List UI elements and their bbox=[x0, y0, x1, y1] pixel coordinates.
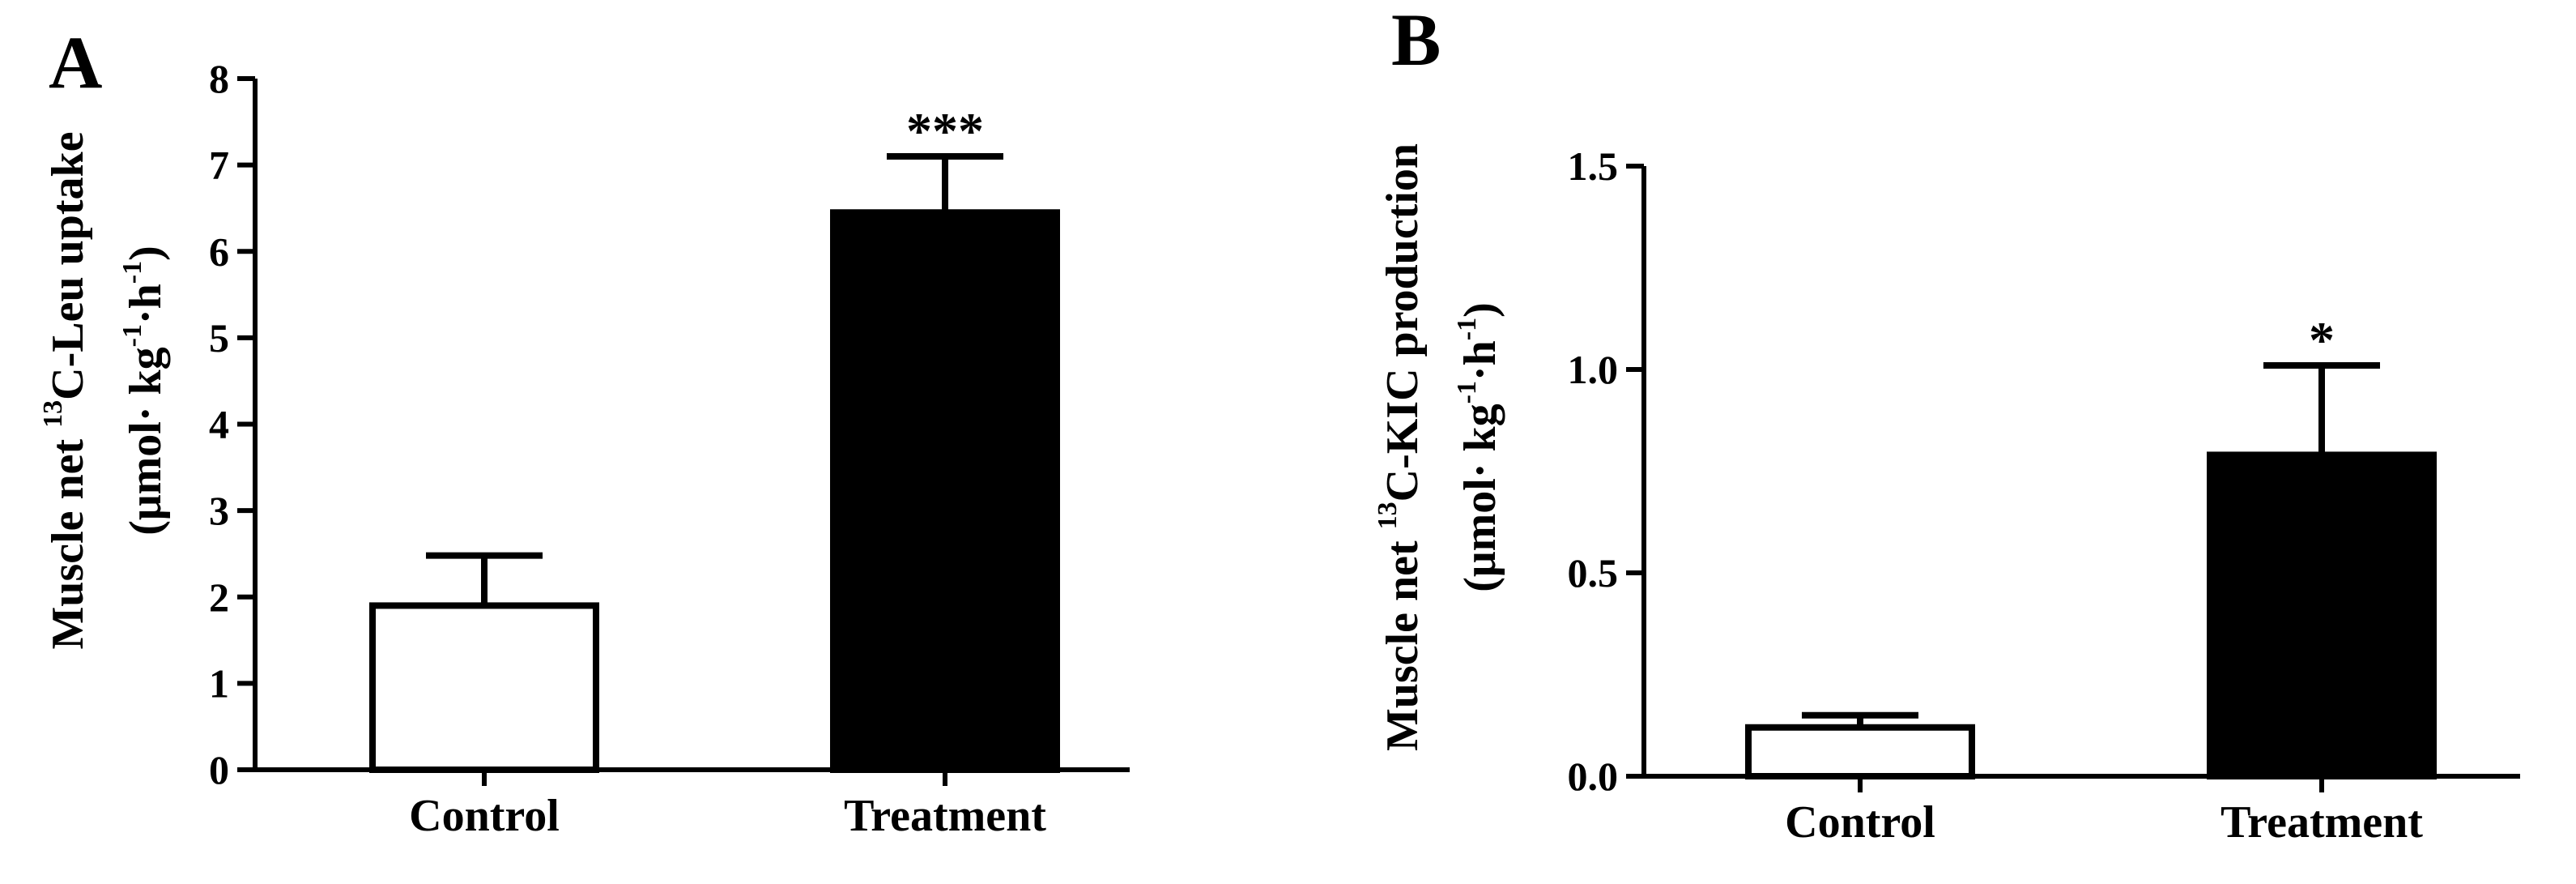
y-unit-part: ) bbox=[1455, 302, 1505, 318]
y-tick-label: 2 bbox=[209, 574, 229, 620]
x-category-label: Control bbox=[409, 791, 560, 841]
y-axis-title-a: Muscle net 13C-Leu uptake bbox=[38, 131, 93, 649]
x-categories-a: Control Treatment bbox=[409, 770, 1046, 841]
y-tick-label: 0.0 bbox=[1568, 754, 1619, 799]
y-unit-part: -1 bbox=[117, 324, 147, 347]
y-axis-unit-a: (μmol· kg-1·h-1) bbox=[117, 246, 171, 536]
y-axis-title-rest: C-KIC production bbox=[1377, 143, 1428, 502]
y-tick-label: 1 bbox=[209, 660, 229, 706]
y-axis-title-main: Muscle net bbox=[1377, 529, 1428, 751]
x-category-label: Control bbox=[1785, 797, 1935, 848]
y-ticks-a: 0 1 2 3 4 5 6 7 8 bbox=[209, 56, 255, 792]
panel-a: A Muscle net 13C-Leu uptake (μmol· kg-1·… bbox=[38, 21, 1130, 841]
significance-label: *** bbox=[906, 102, 984, 160]
x-categories-b: Control Treatment bbox=[1785, 776, 2423, 848]
panel-b: B Muscle net 13C-KIC production (μmol· k… bbox=[1373, 0, 2520, 848]
y-tick-label: 1.0 bbox=[1568, 347, 1619, 392]
bar-treatment bbox=[830, 209, 1060, 773]
y-tick-label: 1.5 bbox=[1568, 143, 1619, 189]
bar-control bbox=[1745, 724, 1975, 780]
y-unit-part: (μmol· kg bbox=[1455, 404, 1505, 591]
y-unit-part: ·h bbox=[121, 284, 171, 324]
y-axis-title-main: Muscle net bbox=[43, 428, 93, 650]
y-tick-label: 8 bbox=[209, 56, 229, 101]
y-unit-part: -1 bbox=[117, 261, 147, 284]
panel-letter-b: B bbox=[1391, 0, 1441, 81]
bars-a: *** bbox=[369, 102, 1060, 773]
y-unit-part: -1 bbox=[1452, 381, 1482, 404]
y-tick-label: 4 bbox=[209, 402, 229, 447]
y-unit-part: (μmol· kg bbox=[121, 347, 171, 535]
y-unit-part: ) bbox=[121, 246, 171, 261]
y-tick-label: 0 bbox=[209, 747, 229, 792]
y-axis-title-sup: 13 bbox=[1373, 502, 1403, 529]
y-axis-title-b: Muscle net 13C-KIC production bbox=[1373, 143, 1428, 751]
y-axis-title-rest: C-Leu uptake bbox=[43, 131, 93, 399]
y-unit-part: ·h bbox=[1455, 340, 1505, 381]
bar-treatment bbox=[2207, 451, 2437, 779]
y-ticks-b: 0.0 0.5 1.0 1.5 bbox=[1568, 143, 1644, 799]
y-tick-label: 6 bbox=[209, 228, 229, 274]
y-tick-label: 0.5 bbox=[1568, 550, 1619, 596]
y-axis-unit-b: (μmol· kg-1·h-1) bbox=[1452, 302, 1505, 592]
bars-b: * bbox=[1745, 311, 2437, 780]
y-tick-label: 7 bbox=[209, 143, 229, 188]
x-category-label: Treatment bbox=[844, 791, 1046, 841]
panel-letter-a: A bbox=[49, 21, 102, 104]
y-axis-title-sup: 13 bbox=[38, 400, 68, 428]
y-tick-label: 5 bbox=[209, 315, 229, 361]
significance-label: * bbox=[2309, 311, 2335, 369]
x-category-label: Treatment bbox=[2220, 797, 2423, 848]
bar-control bbox=[369, 602, 599, 773]
y-tick-label: 3 bbox=[209, 488, 229, 533]
y-unit-part: -1 bbox=[1452, 318, 1482, 340]
